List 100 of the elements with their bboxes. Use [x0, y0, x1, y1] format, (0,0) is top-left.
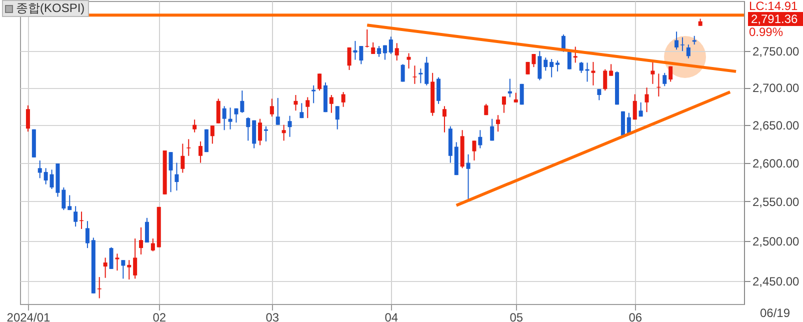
candlestick: [288, 115, 292, 138]
x-tick-label: 02: [152, 310, 166, 322]
candlestick: [150, 238, 155, 252]
candlestick: [26, 104, 30, 132]
y-tick-label: 2,550.00: [752, 194, 800, 209]
y-tick-label: 2,600.00: [752, 156, 800, 170]
candlestick: [258, 118, 262, 146]
candlestick: [550, 58, 554, 78]
candlestick: [662, 72, 667, 87]
candlestick: [74, 206, 78, 228]
candlestick: [115, 253, 120, 272]
candlestick: [371, 42, 376, 54]
candlestick: [168, 152, 173, 193]
candlestick: [312, 84, 316, 104]
candlestick: [210, 125, 214, 144]
candlestick: [686, 44, 690, 59]
candlestick: [216, 98, 220, 124]
y-tick-label: 2,750.00: [752, 44, 800, 59]
candlestick: [418, 68, 423, 84]
y-tick-label: 2,700.00: [752, 81, 800, 96]
candlestick: [466, 154, 470, 200]
candlestick: [514, 92, 518, 103]
candlestick: [97, 276, 102, 299]
candlestick: [573, 46, 578, 64]
candlestick: [424, 56, 429, 86]
candlestick: [632, 94, 637, 120]
text: 06/19: [760, 306, 790, 320]
candlestick: [133, 238, 138, 280]
candlestick: [412, 65, 417, 84]
candlestick: [377, 45, 382, 58]
candlestick: [585, 62, 590, 82]
chart-title: 종합(KOSPI): [16, 0, 85, 17]
candlestick: [597, 88, 602, 101]
candlestick: [650, 60, 655, 84]
candlestick: [591, 61, 596, 86]
text: LC:14.91: [749, 0, 798, 13]
candlestick: [638, 102, 643, 118]
candlestick: [502, 96, 506, 114]
candlestick: [222, 106, 226, 131]
candlestick: [478, 130, 482, 149]
candlestick: [668, 66, 673, 82]
candlestick: [496, 114, 500, 132]
y-tick-label: 2,650.00: [752, 118, 800, 132]
candlestick: [400, 64, 405, 82]
candlestick: [139, 226, 144, 255]
x-tick-label: 04: [384, 310, 398, 322]
x-tick-label: 05: [510, 310, 524, 322]
candlestick: [264, 126, 268, 142]
candlestick: [579, 61, 584, 74]
text: 0.99%: [749, 25, 784, 39]
candlestick: [174, 162, 179, 192]
candlestick: [38, 160, 42, 179]
candlestick: [335, 106, 340, 130]
candlestick: [234, 108, 238, 124]
candlestick: [508, 78, 512, 98]
candlestick: [186, 138, 191, 156]
candlestick: [62, 186, 66, 211]
candlestick: [306, 96, 310, 119]
candlestick: [127, 260, 132, 280]
candlestick: [341, 92, 346, 108]
candlestick: [300, 102, 304, 119]
x-tick-label: 2024/01: [6, 310, 50, 322]
candlestick: [252, 120, 256, 149]
candlestick: [556, 60, 560, 72]
candlestick: [442, 106, 446, 133]
candlestick: [436, 76, 441, 104]
text: 2,791.36: [751, 12, 798, 26]
candlestick: [270, 98, 274, 118]
candlestick: [144, 217, 149, 243]
x-tick-label: 06: [628, 310, 642, 322]
y-tick-label: 2,450.00: [752, 274, 800, 289]
candlestick: [192, 119, 197, 133]
candlestick: [318, 73, 322, 92]
candlestick: [544, 57, 548, 72]
candlestick: [382, 44, 387, 60]
candlestick: [347, 46, 352, 70]
candlestick: [180, 143, 185, 174]
candlestick: [603, 68, 608, 92]
candlestick: [359, 45, 364, 65]
candlestick: [240, 90, 244, 114]
candlestick: [680, 36, 684, 52]
candlestick: [490, 118, 494, 142]
candlestick: [228, 107, 232, 130]
candlestick: [103, 257, 108, 278]
candlestick: [353, 40, 358, 60]
candlestick: [121, 260, 126, 280]
candlestick: [388, 36, 393, 54]
candlestick: [68, 194, 72, 211]
candlestick: [644, 87, 649, 113]
candlestick: [198, 140, 203, 164]
x-tick-label: 03: [266, 310, 280, 322]
candlestick: [329, 94, 334, 114]
candlestick: [109, 246, 114, 270]
candlestick: [406, 52, 411, 70]
candlestick: [674, 31, 679, 50]
y-tick-label: 2,500.00: [752, 234, 800, 248]
candlestick: [294, 94, 298, 112]
candlestick: [246, 116, 250, 142]
candlestick: [472, 140, 476, 161]
candlestick: [276, 97, 280, 126]
